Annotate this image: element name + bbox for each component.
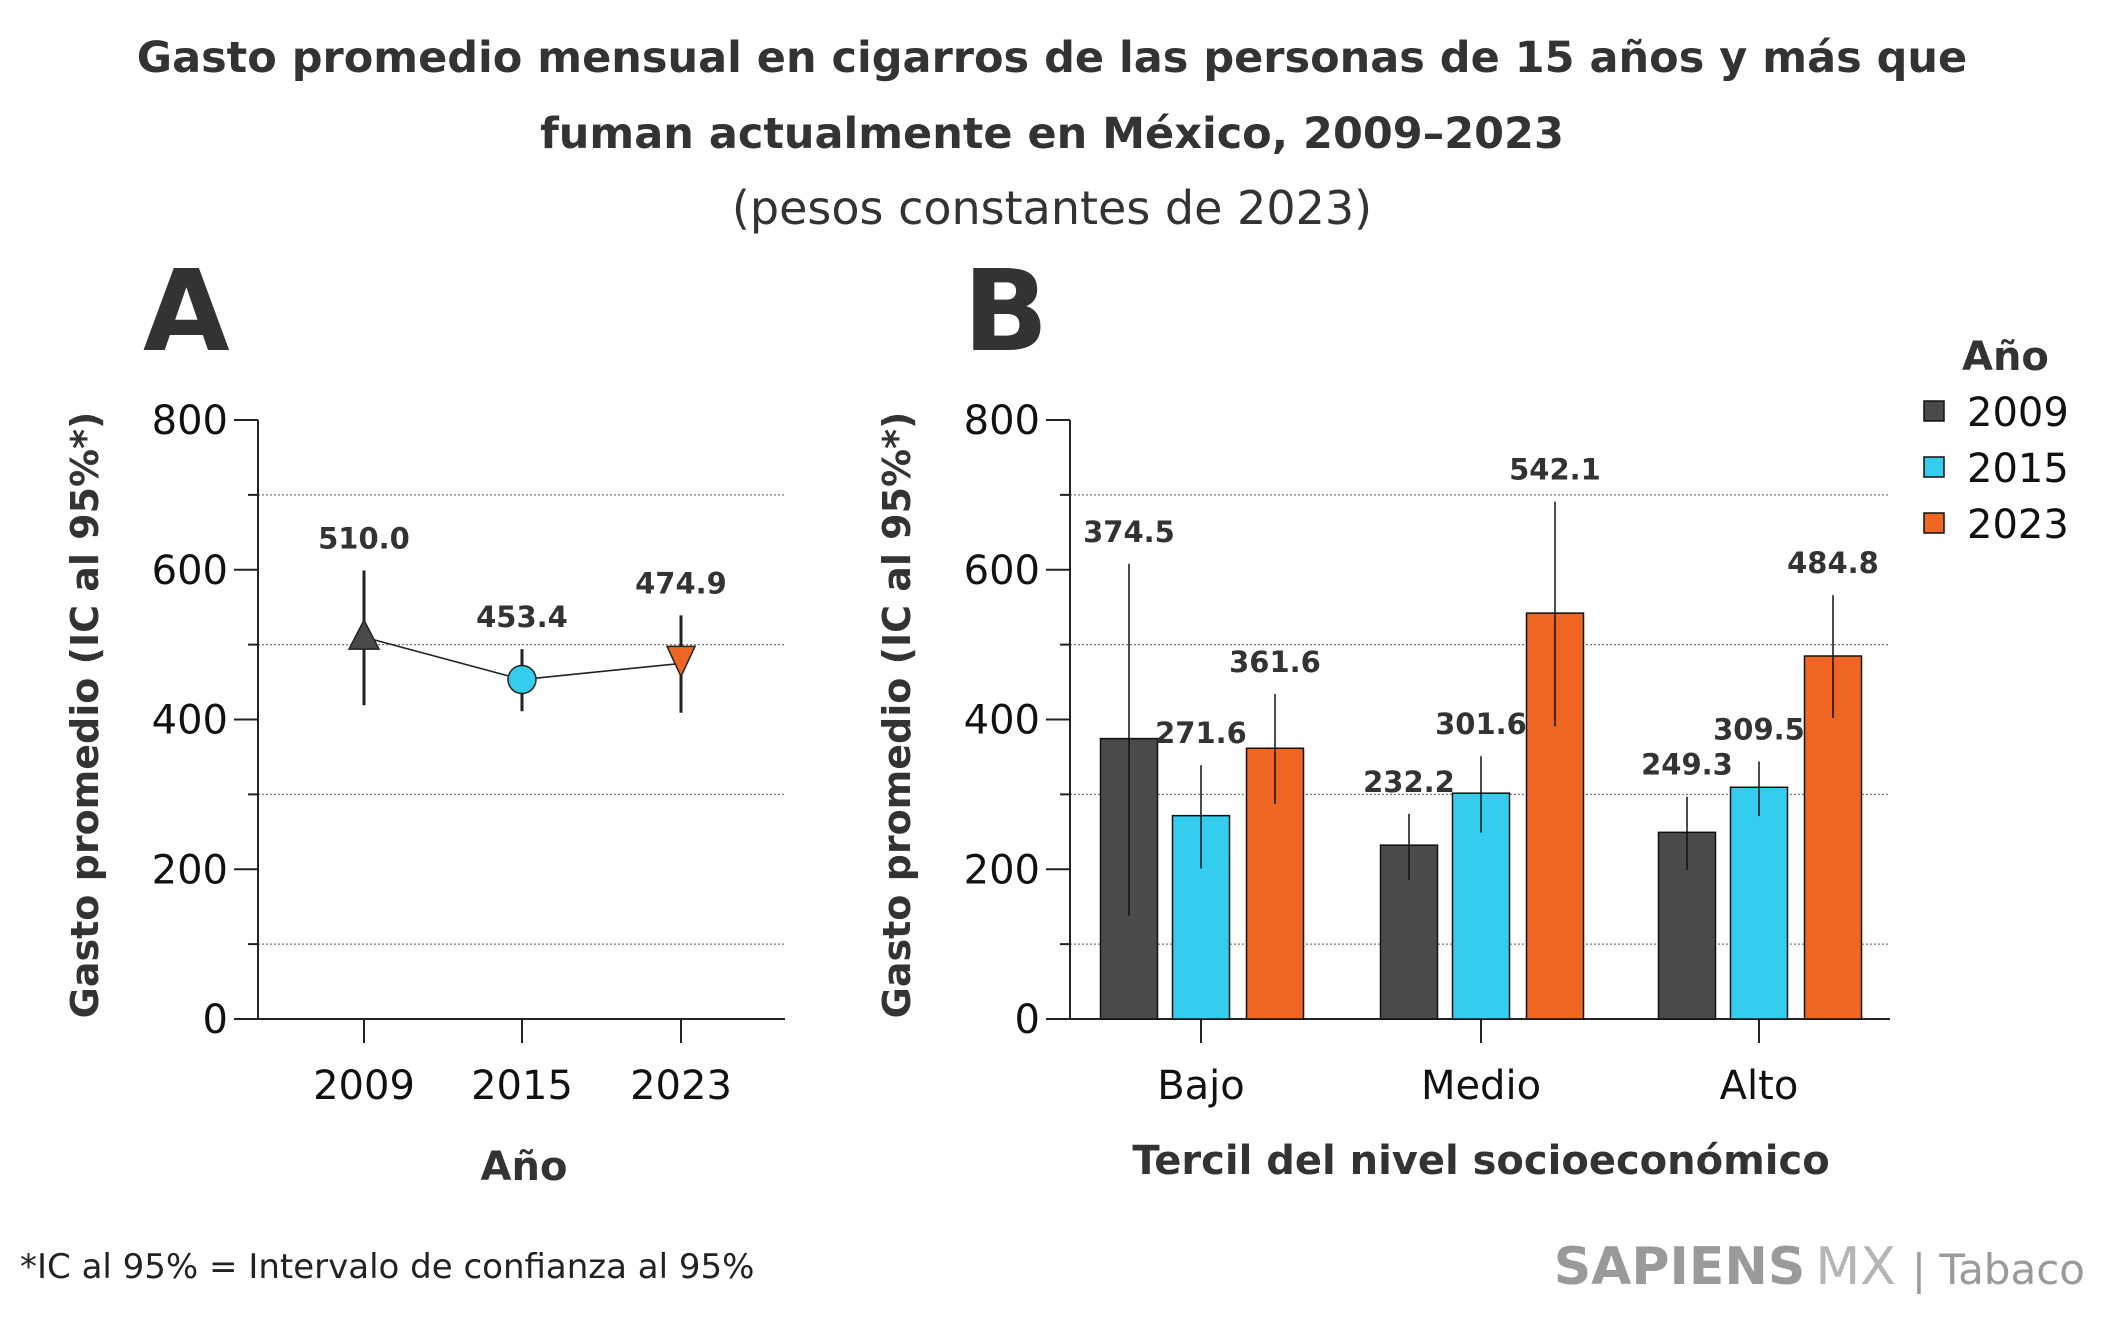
panel-a-y-tick-label: 600 — [152, 548, 228, 594]
panel-b-data-label: 542.1 — [1509, 453, 1601, 487]
panel-b-bar-2015 — [1729, 786, 1789, 1020]
brand-suffix: MX — [1815, 1237, 1896, 1297]
legend-title: Año — [1962, 334, 2049, 380]
panel-b-data-label: 249.3 — [1641, 748, 1733, 782]
brand-section: | Tabaco — [1912, 1245, 2085, 1294]
panel-a-plot: 0 200 400 600 800 2009 2015 2023 510.0 453.4 474.9 — [152, 398, 785, 1109]
panel-a-y-tick-label: 0 — [203, 997, 228, 1043]
legend-label-2023: 2023 — [1967, 502, 2069, 548]
chart-title-line2: fuman actualmente en México, 2009–2023 — [540, 109, 1564, 159]
panel-b-y-tick-label: 200 — [964, 847, 1040, 893]
panel-b-y-axis-title: Gasto promedio (IC al 95%*) — [875, 412, 919, 1019]
panel-b-data-label: 301.6 — [1435, 707, 1527, 741]
chart-title-line1: Gasto promedio mensual en cigarros de la… — [137, 33, 1967, 83]
panel-b-x-tick-label: Bajo — [1157, 1063, 1245, 1109]
legend-swatch-2009 — [1923, 400, 1945, 422]
panel-a-y-tick-label: 800 — [152, 398, 228, 444]
panel-b-label: B — [963, 247, 1048, 377]
legend-swatch-2015 — [1923, 456, 1945, 478]
panel-b-plot: 0 200 400 600 800 Bajo 374.5 271.6 361.6 Medio 232… — [964, 398, 1890, 1109]
panel-a-x-tick-label: 2009 — [313, 1063, 415, 1109]
panel-a-y-tick-label: 200 — [152, 847, 228, 893]
legend: Año 2009 2015 2023 — [1923, 334, 2069, 548]
panel-b-x-tick-label: Alto — [1720, 1063, 1799, 1109]
footnote: *IC al 95% = Intervalo de confianza al 9… — [20, 1247, 754, 1287]
panel-a-data-label: 453.4 — [476, 600, 568, 634]
panel-b-data-label: 361.6 — [1229, 645, 1321, 679]
panel-b-y-tick-label: 800 — [964, 398, 1040, 444]
chart-subtitle: (pesos constantes de 2023) — [732, 181, 1372, 235]
brand-name: SAPIENS — [1554, 1237, 1806, 1297]
panel-b-data-label: 309.5 — [1713, 712, 1805, 746]
panel-a-marker-circle — [507, 664, 537, 695]
panel-a-y-tick-label: 400 — [152, 698, 228, 744]
legend-swatch-2023 — [1923, 512, 1945, 534]
panel-a-data-label: 474.9 — [635, 566, 727, 600]
panel-a-x-axis-title: Año — [481, 1144, 568, 1190]
panel-a-x-tick-label: 2023 — [630, 1063, 732, 1109]
panel-b-y-tick-label: 600 — [964, 548, 1040, 594]
panel-b-y-tick-label: 0 — [1015, 997, 1040, 1043]
panel-b-x-axis-title: Tercil del nivel socioeconómico — [1132, 1138, 1829, 1184]
panel-b-data-label: 271.6 — [1155, 716, 1247, 750]
panel-b-y-tick-label: 400 — [964, 698, 1040, 744]
panel-b-data-label: 232.2 — [1363, 765, 1455, 799]
brand-logo: SAPIENS MX | Tabaco — [1554, 1237, 2085, 1297]
panel-a-x-tick-label: 2015 — [471, 1063, 573, 1109]
panel-a-marker-triangle-down — [665, 645, 697, 679]
panel-b-data-label: 484.8 — [1787, 546, 1879, 580]
panel-a-y-axis-title: Gasto promedio (IC al 95%*) — [63, 412, 107, 1019]
panel-a-data-label: 510.0 — [318, 521, 410, 555]
legend-label-2009: 2009 — [1967, 390, 2069, 436]
panel-b-data-label: 374.5 — [1083, 515, 1175, 549]
panel-a-marker-triangle-up — [347, 618, 381, 650]
legend-label-2015: 2015 — [1967, 446, 2069, 492]
panel-b-x-tick-label: Medio — [1421, 1063, 1541, 1109]
panel-a-label: A — [143, 247, 230, 377]
